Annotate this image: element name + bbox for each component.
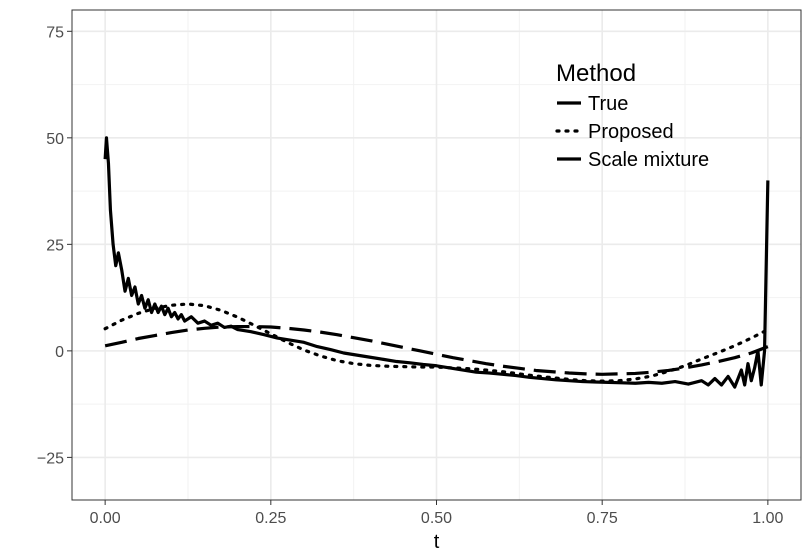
x-tick-label: 0.50 (421, 510, 452, 527)
x-axis-title: t (434, 531, 440, 553)
y-tick-label: 50 (46, 131, 64, 148)
legend: Method True Proposed Scale mixture (555, 60, 709, 171)
series-line-true (103, 136, 770, 389)
series-line-scale-mixture (104, 324, 769, 376)
x-tick-label: 0.75 (587, 510, 618, 527)
x-tick-label: 0.25 (255, 510, 286, 527)
legend-label: Scale mixture (588, 149, 709, 171)
legend-label: Proposed (588, 121, 674, 143)
series-lines (103, 136, 770, 389)
legend-label: True (588, 93, 628, 115)
x-tick-label: 0.00 (90, 510, 121, 527)
legend-items: True Proposed Scale mixture (555, 93, 709, 171)
axis-ticks: 0.00 0.25 0.50 0.75 1.00 −25 0 25 50 75 (37, 24, 784, 527)
grid (72, 10, 801, 500)
legend-title: Method (556, 60, 636, 87)
y-tick-label: 75 (46, 24, 64, 41)
y-tick-label: 25 (46, 237, 64, 254)
y-tick-label: −25 (37, 450, 64, 467)
series-line-proposed (103, 302, 770, 383)
x-tick-label: 1.00 (752, 510, 783, 527)
y-tick-label: 0 (55, 344, 64, 361)
